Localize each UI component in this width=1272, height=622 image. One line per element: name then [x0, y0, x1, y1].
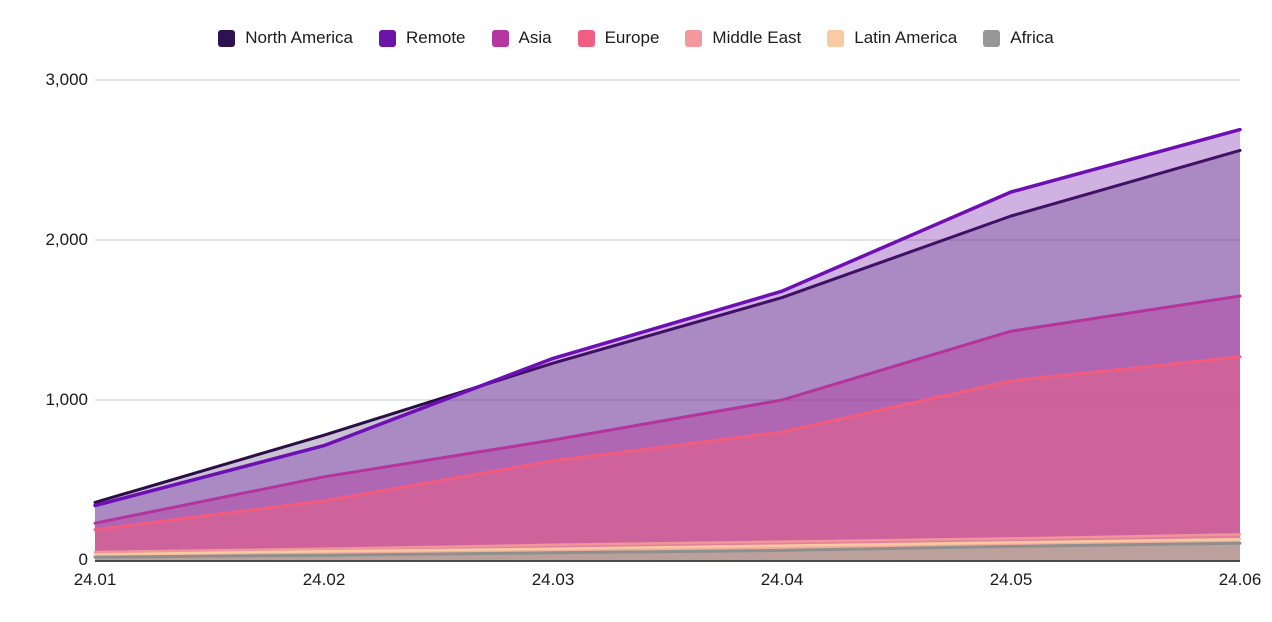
legend-swatch-remote-icon	[378, 29, 396, 47]
x-tick-label-24.06: 24.06	[1218, 570, 1262, 589]
y-tick-label-1000: 1,000	[45, 390, 88, 409]
x-tick-label-24.05: 24.05	[989, 570, 1033, 589]
legend-swatch-north-america-icon	[218, 29, 236, 47]
legend-item-north-america[interactable]: North America	[218, 28, 353, 48]
legend-label: Middle East	[712, 28, 802, 47]
y-tick-label-2000: 2,000	[45, 230, 88, 249]
y-tick-label-3000: 3,000	[45, 70, 88, 89]
legend-label: Asia	[518, 28, 552, 47]
legend-item-latin-america[interactable]: Latin America	[827, 28, 957, 48]
legend-item-africa[interactable]: Africa	[983, 28, 1054, 48]
line-europe	[93, 355, 1242, 532]
line-north-america	[93, 148, 1242, 504]
legend-swatch-africa-icon	[983, 29, 1001, 47]
chart-legend: North America Remote Asia Europe Middle East…	[0, 28, 1272, 48]
legend-item-remote[interactable]: Remote	[378, 28, 466, 48]
line-middle-east	[93, 533, 1242, 554]
area-europe	[95, 356, 1240, 560]
legend-swatch-latin-america-icon	[827, 29, 845, 47]
legend-item-europe[interactable]: Europe	[577, 28, 660, 48]
legend-label: Remote	[405, 28, 466, 47]
legend-swatch-europe-icon	[577, 29, 595, 47]
line-asia	[93, 294, 1242, 525]
line-remote	[93, 127, 1242, 508]
x-tick-label-24.01: 24.01	[73, 570, 117, 589]
legend-swatch-asia-icon	[491, 29, 509, 47]
x-tick-label-24.02: 24.02	[302, 570, 346, 589]
x-tick-label-24.04: 24.04	[760, 570, 804, 589]
x-tick-label-24.03: 24.03	[531, 570, 575, 589]
legend-label: North America	[245, 28, 353, 47]
legend-item-asia[interactable]: Asia	[491, 28, 552, 48]
legend-item-middle-east[interactable]: Middle East	[685, 28, 801, 48]
legend-swatch-middle-east-icon	[685, 29, 703, 47]
line-latin-america	[93, 537, 1242, 556]
y-tick-label-0: 0	[78, 550, 88, 569]
legend-label: Europe	[604, 28, 660, 47]
line-africa	[93, 541, 1242, 559]
legend-label: Latin America	[854, 28, 958, 47]
legend-label: Africa	[1010, 28, 1054, 47]
